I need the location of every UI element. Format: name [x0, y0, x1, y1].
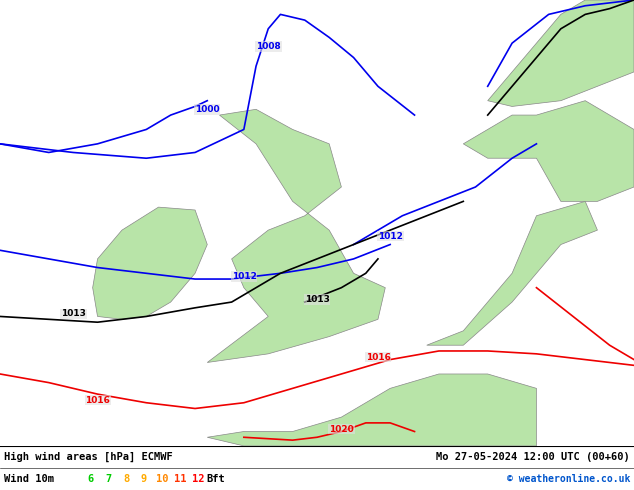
Text: 1016: 1016: [366, 353, 391, 362]
Text: 1013: 1013: [305, 295, 330, 304]
Text: 8: 8: [123, 474, 129, 484]
Text: 10: 10: [156, 474, 168, 484]
Text: 1020: 1020: [329, 424, 354, 434]
Polygon shape: [488, 0, 634, 106]
Text: Bft: Bft: [207, 474, 225, 484]
Text: © weatheronline.co.uk: © weatheronline.co.uk: [507, 474, 630, 484]
Text: 6: 6: [87, 474, 93, 484]
Text: 7: 7: [105, 474, 111, 484]
Text: High wind areas [hPa] ECMWF: High wind areas [hPa] ECMWF: [4, 452, 172, 462]
Text: 1012: 1012: [231, 272, 257, 281]
Text: 1008: 1008: [256, 42, 281, 51]
Text: 12: 12: [191, 474, 204, 484]
Text: 1000: 1000: [195, 105, 220, 114]
Text: Wind 10m: Wind 10m: [4, 474, 54, 484]
Polygon shape: [463, 100, 634, 201]
Text: Mo 27-05-2024 12:00 UTC (00+60): Mo 27-05-2024 12:00 UTC (00+60): [436, 452, 630, 462]
Polygon shape: [93, 207, 207, 319]
Text: 1016: 1016: [86, 396, 110, 405]
Text: 11: 11: [174, 474, 186, 484]
Polygon shape: [207, 374, 536, 446]
Text: 9: 9: [141, 474, 147, 484]
Polygon shape: [207, 109, 385, 363]
Text: 1012: 1012: [378, 232, 403, 241]
Polygon shape: [427, 201, 597, 345]
Text: 1013: 1013: [61, 310, 86, 318]
